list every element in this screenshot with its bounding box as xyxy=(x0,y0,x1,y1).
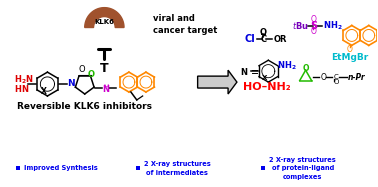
Text: HO–NH₂: HO–NH₂ xyxy=(243,82,290,92)
Text: O: O xyxy=(333,79,339,85)
Text: C: C xyxy=(333,74,338,80)
Text: Improved Synthesis: Improved Synthesis xyxy=(24,165,98,171)
Text: O: O xyxy=(302,64,309,73)
Text: S: S xyxy=(310,21,317,30)
Text: $\mathbf{NH_2}$: $\mathbf{NH_2}$ xyxy=(277,60,297,72)
Text: 2 X-ray structures
of intermediates: 2 X-ray structures of intermediates xyxy=(144,161,211,176)
Text: $\mathbf{NH_2}$: $\mathbf{NH_2}$ xyxy=(323,19,343,32)
Polygon shape xyxy=(85,8,124,27)
Text: Reversible KLK6 inhibitors: Reversible KLK6 inhibitors xyxy=(17,102,152,111)
Text: X: X xyxy=(40,87,46,96)
Text: T: T xyxy=(100,62,109,75)
Polygon shape xyxy=(198,70,237,94)
Text: X: X xyxy=(262,75,267,81)
Text: 2 X-ray structures
of protein-ligand
complexes: 2 X-ray structures of protein-ligand com… xyxy=(269,157,336,180)
Text: O: O xyxy=(79,65,85,74)
Text: n-Pr: n-Pr xyxy=(348,73,366,82)
Text: O: O xyxy=(321,73,326,82)
Text: KLK6: KLK6 xyxy=(94,19,114,24)
Text: O: O xyxy=(311,27,316,36)
Text: $\mathbf{HN}$: $\mathbf{HN}$ xyxy=(14,82,29,94)
Text: O: O xyxy=(311,15,316,24)
Text: viral and
cancer target: viral and cancer target xyxy=(153,14,218,35)
Text: O: O xyxy=(260,28,267,37)
Text: OR: OR xyxy=(273,35,287,44)
Text: O: O xyxy=(88,70,95,79)
Text: O: O xyxy=(347,45,353,54)
Text: N: N xyxy=(67,79,75,88)
Text: N: N xyxy=(102,85,109,94)
Text: Cl: Cl xyxy=(244,34,255,44)
Text: EtMgBr: EtMgBr xyxy=(331,53,369,62)
Text: $\mathit{t}$Bu: $\mathit{t}$Bu xyxy=(292,20,309,31)
Text: H: H xyxy=(104,84,108,90)
Text: $\mathbf{H_2N}$: $\mathbf{H_2N}$ xyxy=(14,74,34,86)
Text: C: C xyxy=(260,35,266,44)
Text: $\mathbf{N}$: $\mathbf{N}$ xyxy=(240,66,249,77)
